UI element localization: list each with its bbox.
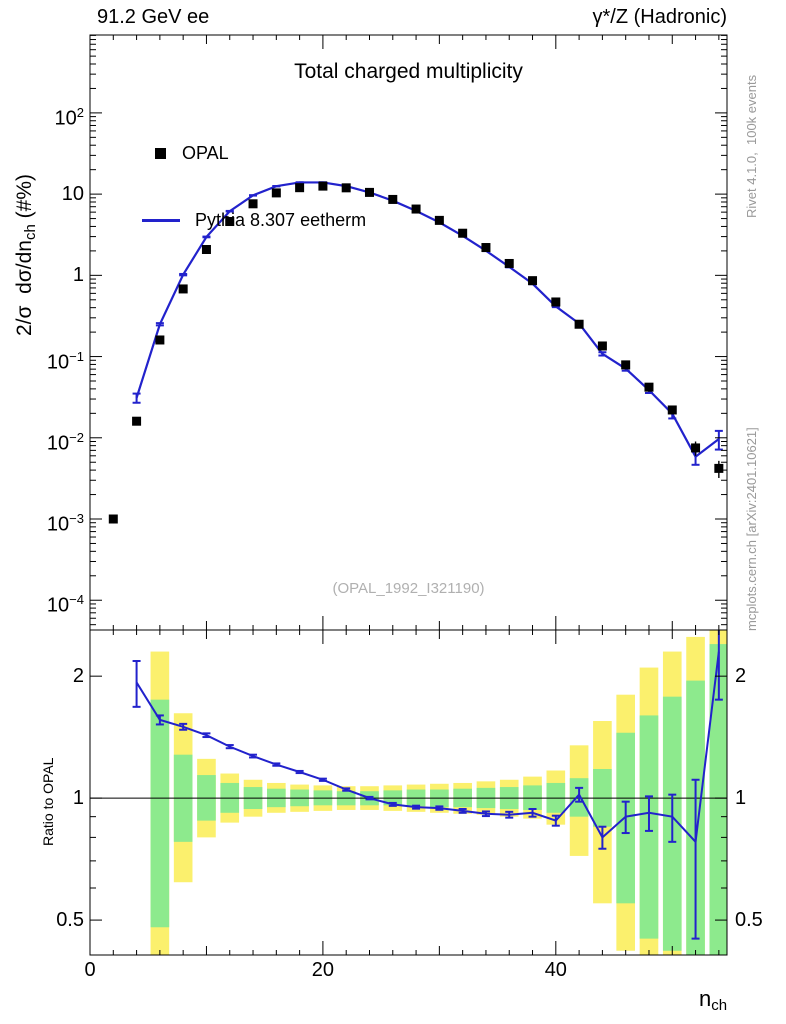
main-y-tick-label: 10−1 <box>46 348 84 374</box>
legend: OPAL Pythia 8.307 eetherm <box>142 102 366 272</box>
mc-ratio-curve <box>132 630 723 940</box>
opal-marker-swatch <box>155 148 166 159</box>
legend-row-opal: OPAL <box>142 138 366 169</box>
main-y-tick-label: 10 <box>61 183 84 206</box>
axis-ticks <box>89 34 727 955</box>
ratio-y-tick-label-right: 0.5 <box>735 909 763 932</box>
ratio-y-tick-label-right: 2 <box>735 665 747 688</box>
x-axis-title-subscript: ch <box>711 997 728 1014</box>
analysis-watermark: (OPAL_1992_I321190) <box>332 580 485 597</box>
main-y-tick-label: 10−2 <box>46 429 84 455</box>
ratio-y-tick-label: 1 <box>72 787 84 810</box>
legend-label-pythia: Pythia 8.307 eetherm <box>195 210 367 230</box>
pythia-line-swatch <box>142 219 180 222</box>
main-y-tick-label: 102 <box>54 104 84 130</box>
x-tick-label: 0 <box>84 959 96 981</box>
ratio-panel-frame <box>89 629 728 956</box>
process-label: γ*/Z (Hadronic) <box>592 6 727 28</box>
ratio-y-tick-label: 0.5 <box>56 909 84 932</box>
rivet-version-note: Rivet 4.1.0, 100k events <box>744 74 759 218</box>
x-axis-title: nch <box>699 986 727 1014</box>
collision-energy-label: 91.2 GeV ee <box>97 6 210 28</box>
x-axis-title-text: n <box>699 986 712 1011</box>
main-y-tick-label: 10−3 <box>46 511 84 536</box>
x-tick-label: 20 <box>311 959 335 981</box>
main-y-axis-title-text: 2/σ dσ/dn <box>13 240 36 336</box>
ratio-y-tick-label: 2 <box>72 665 84 688</box>
data-points-main <box>108 181 724 524</box>
mcplots-attribution-note: mcplots.cern.ch [arXiv:2401.10621] <box>744 427 759 631</box>
x-tick-label: 40 <box>544 959 567 981</box>
plot-title: Total charged multiplicity <box>294 60 523 83</box>
main-y-tick-label: 1 <box>72 264 84 287</box>
legend-label-opal: OPAL <box>182 143 229 163</box>
main-y-axis-title-subscript: ch <box>22 224 39 241</box>
main-y-tick-label: 10−4 <box>46 592 84 617</box>
ratio-y-tick-label-right: 1 <box>735 787 747 810</box>
legend-row-pythia: Pythia 8.307 eetherm <box>142 205 366 236</box>
